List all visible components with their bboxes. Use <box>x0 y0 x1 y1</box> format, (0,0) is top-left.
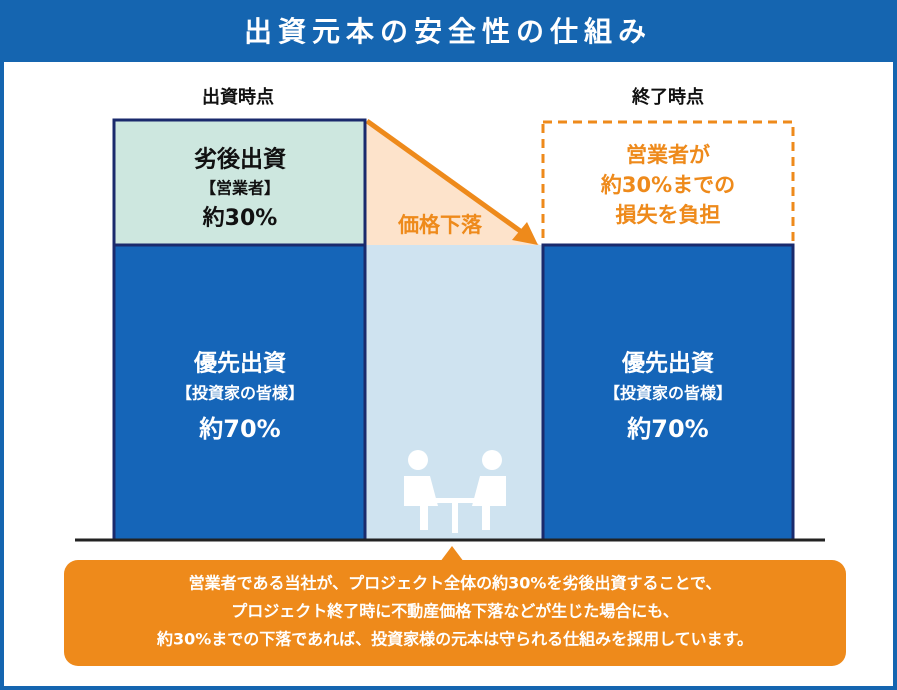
box-share: 約70% <box>626 415 708 443</box>
loss-line: 営業者が <box>626 143 710 167</box>
loss-line: 約30%までの <box>600 173 735 197</box>
note-line: 営業者である当社が、プロジェクト全体の約30%を劣後出資することで、 <box>189 574 722 593</box>
box-share: 約70% <box>198 415 280 443</box>
senior-box <box>541 243 795 542</box>
middle-area <box>365 245 542 540</box>
title-bar <box>0 0 897 62</box>
note-line: プロジェクト終了時に不動産価格下落などが生じた場合にも、 <box>231 602 679 621</box>
box-title: 劣後出資 <box>194 146 286 173</box>
box-title: 優先出資 <box>621 350 714 377</box>
meeting-icon <box>404 450 506 533</box>
column-label: 出資時点 <box>202 86 274 108</box>
loss-line: 損失を負担 <box>616 203 721 227</box>
senior-box <box>112 243 367 542</box>
box-holder: 【投資家の皆様】 <box>604 384 732 403</box>
drop-arrow <box>365 118 525 236</box>
title: 出資元本の安全性の仕組み <box>244 15 652 48</box>
subordinate-box <box>112 118 367 247</box>
box-share: 約30% <box>202 205 278 231</box>
box-title: 優先出資 <box>193 350 286 377</box>
box-holder: 【営業者】 <box>200 179 280 198</box>
note-line: 約30%までの下落であれば、投資家様の元本は守られる仕組みを採用しています。 <box>156 630 753 649</box>
note-box <box>64 560 846 666</box>
drop-label: 価格下落 <box>397 213 483 237</box>
note-pointer <box>440 546 464 562</box>
box-holder: 【投資家の皆様】 <box>176 384 304 403</box>
arrow-head <box>512 222 538 245</box>
column-label: 終了時点 <box>631 86 704 108</box>
